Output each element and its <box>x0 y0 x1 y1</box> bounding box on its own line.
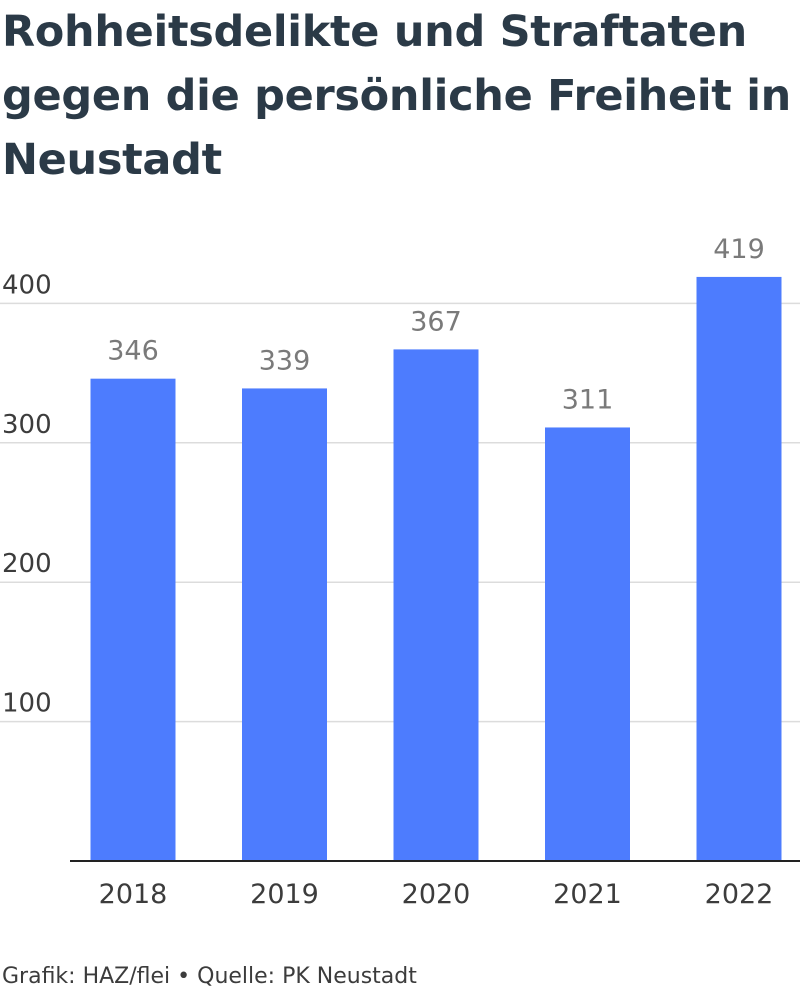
data-label-2022: 419 <box>713 234 765 265</box>
bar-2018 <box>90 378 176 861</box>
bars <box>90 276 782 861</box>
source-footer: Grafik: HAZ/flei • Quelle: PK Neustadt <box>2 964 417 989</box>
bar-2019 <box>242 388 327 861</box>
data-label-2020: 367 <box>410 306 462 337</box>
data-label-2018: 346 <box>107 336 159 367</box>
x-tick-label-2021: 2021 <box>553 879 622 910</box>
x-tick-label-2018: 2018 <box>99 879 168 910</box>
y-tick-label-300: 300 <box>2 410 52 440</box>
axes: 2018 2019 2020 2021 2022 <box>70 860 800 910</box>
bar-2020 <box>393 349 479 861</box>
bar-2022 <box>696 276 782 861</box>
y-tick-label-400: 400 <box>2 270 52 300</box>
x-tick-label-2022: 2022 <box>705 879 774 910</box>
data-labels: 346 339 367 311 419 <box>107 234 765 416</box>
bar-chart: 100 200 300 400 346 339 367 311 419 2018 2019 202… <box>0 234 800 910</box>
data-label-2019: 339 <box>259 345 311 376</box>
data-label-2021: 311 <box>562 384 614 415</box>
y-tick-label-100: 100 <box>2 689 52 719</box>
y-tick-label-200: 200 <box>2 549 52 579</box>
bar-2021 <box>545 427 630 861</box>
x-tick-label-2019: 2019 <box>250 879 319 910</box>
chart-title: Rohheitsdelikte und Straftaten gegen die… <box>2 7 791 185</box>
x-tick-label-2020: 2020 <box>402 879 471 910</box>
